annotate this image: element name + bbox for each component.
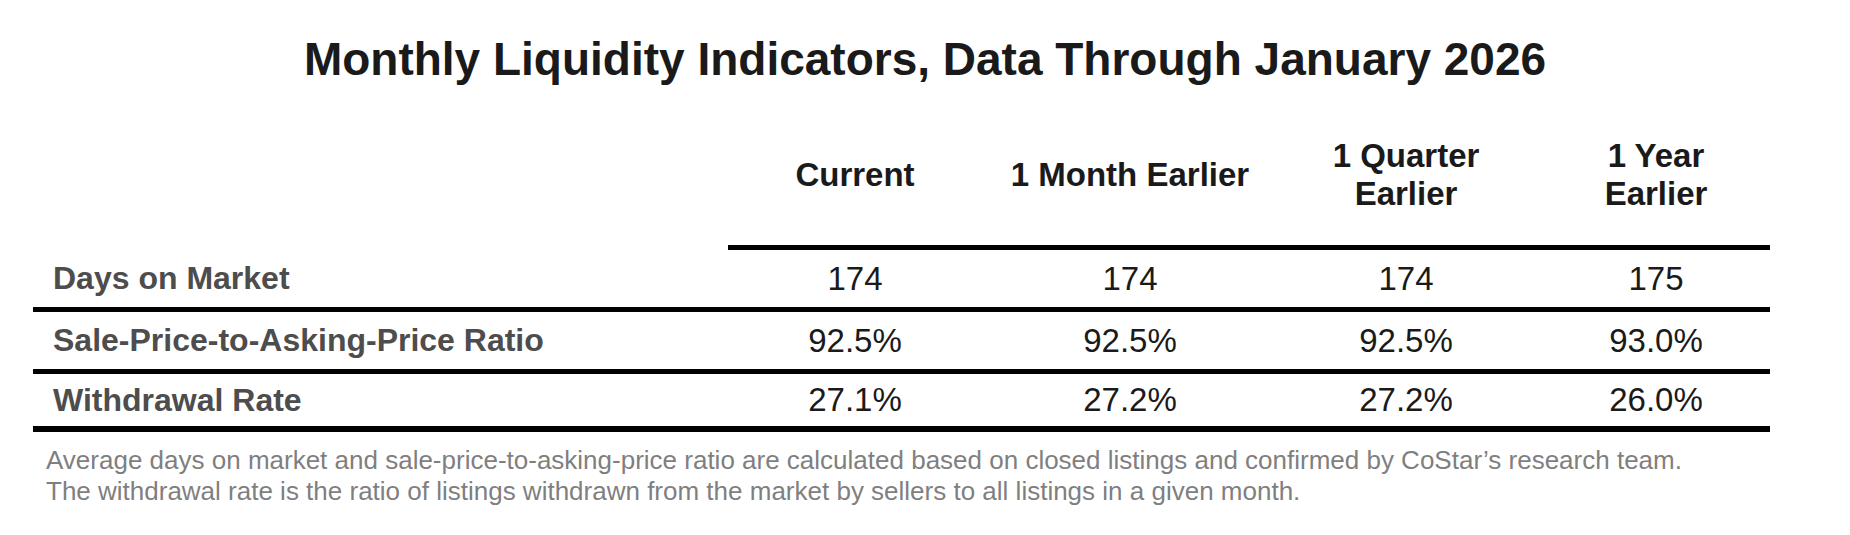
table-row-days-on-market: Days on Market 174 174 174 175 <box>33 250 1770 307</box>
table-cell: 175 <box>1542 260 1770 298</box>
column-header-text: Earlier <box>1542 175 1770 213</box>
column-header-text: Current <box>720 156 990 194</box>
footnote-line: The withdrawal rate is the ratio of list… <box>46 476 1850 507</box>
table-cell: 27.2% <box>1270 381 1542 419</box>
column-header-text: 1 Quarter <box>1270 137 1542 175</box>
column-header-1-year-earlier: 1 Year Earlier <box>1542 137 1770 213</box>
row-label: Days on Market <box>33 260 720 297</box>
table-cell: 27.2% <box>990 381 1270 419</box>
table-cell: 27.1% <box>720 381 990 419</box>
table-cell: 92.5% <box>1270 322 1542 360</box>
row-label: Sale-Price-to-Asking-Price Ratio <box>33 322 720 359</box>
table-cell: 93.0% <box>1542 322 1770 360</box>
row-label: Withdrawal Rate <box>33 382 720 419</box>
column-header-text: 1 Year <box>1542 137 1770 175</box>
footnote-line: Average days on market and sale-price-to… <box>46 445 1850 476</box>
table-footnote: Average days on market and sale-price-to… <box>46 445 1850 507</box>
table-cell: 92.5% <box>990 322 1270 360</box>
table-cell: 174 <box>1270 260 1542 298</box>
table-cell: 92.5% <box>720 322 990 360</box>
table-bottom-rule <box>33 426 1770 432</box>
table-cell: 174 <box>990 260 1270 298</box>
table-row-withdrawal-rate: Withdrawal Rate 27.1% 27.2% 27.2% 26.0% <box>33 374 1770 426</box>
table-row-sale-price-to-asking-price-ratio: Sale-Price-to-Asking-Price Ratio 92.5% 9… <box>33 312 1770 369</box>
column-header-text: Earlier <box>1270 175 1542 213</box>
page-title: Monthly Liquidity Indicators, Data Throu… <box>0 0 1850 85</box>
column-header-current: Current <box>720 156 990 194</box>
column-header-text: 1 Month Earlier <box>990 156 1270 194</box>
column-header-row: Current 1 Month Earlier 1 Quarter Earlie… <box>33 85 1770 245</box>
liquidity-indicators-table: Current 1 Month Earlier 1 Quarter Earlie… <box>33 85 1770 432</box>
column-header-1-quarter-earlier: 1 Quarter Earlier <box>1270 137 1542 213</box>
table-cell: 174 <box>720 260 990 298</box>
column-header-1-month-earlier: 1 Month Earlier <box>990 156 1270 194</box>
table-cell: 26.0% <box>1542 381 1770 419</box>
